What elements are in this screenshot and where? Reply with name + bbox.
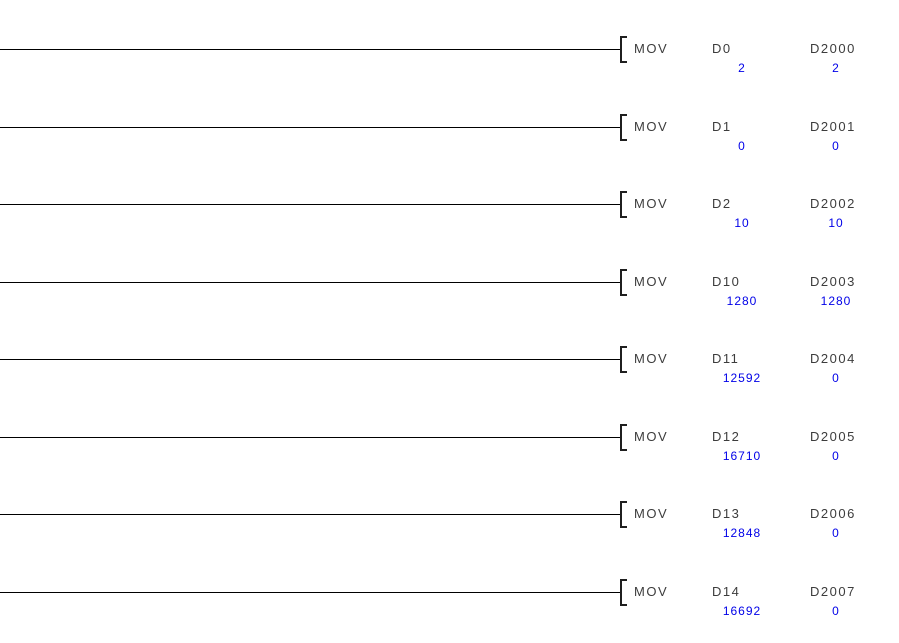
instruction-label[interactable]: MOV [634, 428, 669, 444]
dest-operand[interactable]: D2003 [810, 273, 856, 289]
source-operand[interactable]: D12 [712, 428, 741, 444]
instruction-label[interactable]: MOV [634, 273, 669, 289]
source-operand[interactable]: D10 [712, 273, 741, 289]
source-operand[interactable]: D13 [712, 506, 741, 521]
source-operand[interactable]: D1 [712, 118, 732, 134]
source-monitor-value: 16692 [722, 603, 762, 618]
source-operand[interactable]: D0 [712, 41, 732, 56]
rung-wire [0, 281, 621, 283]
source-operand[interactable]: D2 [712, 196, 732, 211]
rung-wire [0, 514, 621, 515]
dest-monitor-value: 0 [832, 371, 840, 385]
source-operand[interactable]: D11 [712, 351, 740, 366]
source-monitor-value: 12592 [722, 371, 762, 385]
rung-wire [0, 436, 621, 438]
rung-wire [0, 204, 621, 205]
dest-operand[interactable]: D2006 [810, 506, 856, 521]
instruction-label[interactable]: MOV [634, 583, 669, 599]
dest-monitor-value: 2 [832, 61, 840, 75]
dest-monitor-value: 1280 [820, 293, 852, 308]
instruction-label[interactable]: MOV [634, 196, 669, 211]
instruction-label[interactable]: MOV [634, 118, 669, 134]
source-monitor-value: 1280 [726, 293, 758, 308]
rung-wire [0, 49, 621, 50]
left-bracket-icon [620, 423, 627, 451]
rung-wire [0, 591, 621, 593]
dest-monitor-value: 0 [832, 526, 840, 540]
dest-operand[interactable]: D2007 [810, 583, 856, 599]
source-operand[interactable]: D14 [712, 583, 741, 599]
source-monitor-value: 2 [738, 61, 746, 75]
left-bracket-icon [620, 191, 627, 218]
left-bracket-icon [620, 36, 627, 63]
left-bracket-icon [620, 113, 627, 141]
dest-operand[interactable]: D2004 [810, 351, 856, 366]
source-monitor-value: 10 [734, 216, 750, 230]
rung-wire [0, 126, 621, 128]
dest-monitor-value: 0 [832, 138, 840, 153]
dest-monitor-value: 10 [828, 216, 844, 230]
left-bracket-icon [620, 578, 627, 606]
left-bracket-icon [620, 501, 627, 528]
source-monitor-value: 16710 [722, 448, 762, 463]
source-monitor-value: 12848 [722, 526, 762, 540]
instruction-label[interactable]: MOV [634, 351, 669, 366]
dest-operand[interactable]: D2002 [810, 196, 856, 211]
source-monitor-value: 0 [738, 138, 746, 153]
dest-operand[interactable]: D2005 [810, 428, 856, 444]
rung-wire [0, 359, 621, 360]
left-bracket-icon [620, 268, 627, 296]
dest-operand[interactable]: D2000 [810, 41, 856, 56]
dest-monitor-value: 0 [832, 448, 840, 463]
dest-operand[interactable]: D2001 [810, 118, 856, 134]
left-bracket-icon [620, 346, 627, 373]
dest-monitor-value: 0 [832, 603, 840, 618]
instruction-label[interactable]: MOV [634, 41, 669, 56]
instruction-label[interactable]: MOV [634, 506, 669, 521]
